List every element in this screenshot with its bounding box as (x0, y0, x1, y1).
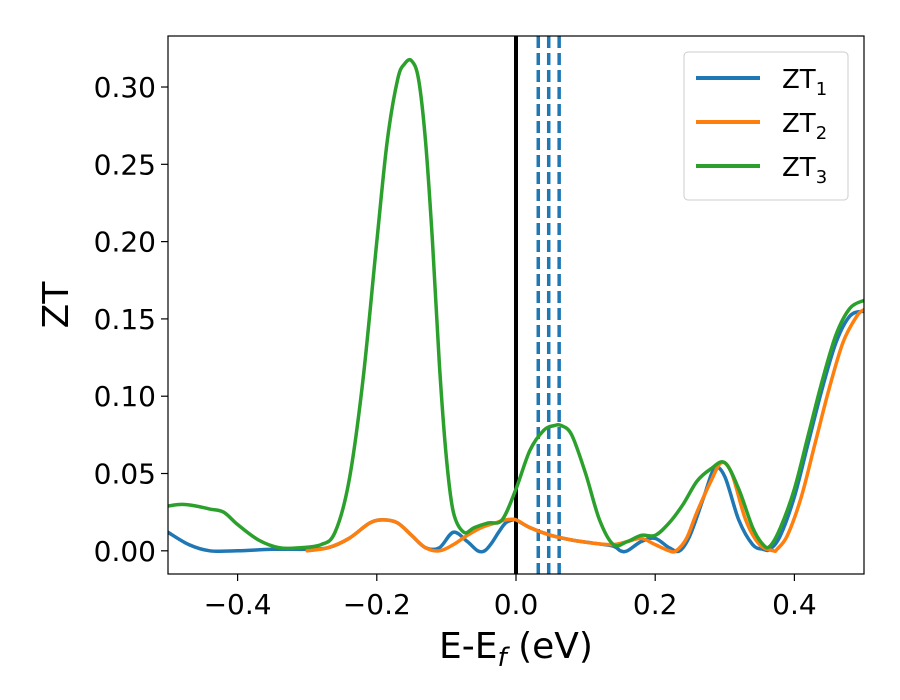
x-axis-title-main: E-E (439, 626, 497, 667)
y-tick-label: 0.15 (94, 303, 156, 336)
legend-label-1: ZT1 (782, 65, 827, 100)
y-tick-label: 0.25 (94, 148, 156, 181)
x-tick-label: 0.2 (633, 588, 678, 621)
y-axis-ticks: 0.00 0.05 0.10 0.15 0.20 0.25 0.30 (94, 71, 168, 568)
y-tick-label: 0.05 (94, 458, 156, 491)
x-axis-title: E-Ef (eV) (439, 626, 593, 673)
legend: ZT1 ZT2 ZT3 (683, 51, 849, 201)
y-tick-label: 0.30 (94, 71, 156, 104)
y-tick-label: 0.10 (94, 380, 156, 413)
series-line-3 (168, 57, 864, 551)
series-layer (168, 57, 864, 554)
x-tick-label: −0.4 (204, 588, 272, 621)
legend-label-3: ZT3 (782, 153, 827, 188)
x-axis-title-unit: (eV) (507, 626, 593, 667)
x-tick-label: 0.0 (494, 588, 539, 621)
legend-box (683, 51, 849, 201)
x-axis-ticks: −0.4 −0.2 0.0 0.2 0.4 (204, 574, 817, 621)
legend-label-2: ZT2 (782, 109, 827, 144)
y-tick-label: 0.00 (94, 535, 156, 568)
x-tick-label: 0.4 (772, 588, 817, 621)
y-axis-title: ZT (36, 281, 77, 329)
y-tick-label: 0.20 (94, 226, 156, 259)
x-tick-label: −0.2 (343, 588, 411, 621)
